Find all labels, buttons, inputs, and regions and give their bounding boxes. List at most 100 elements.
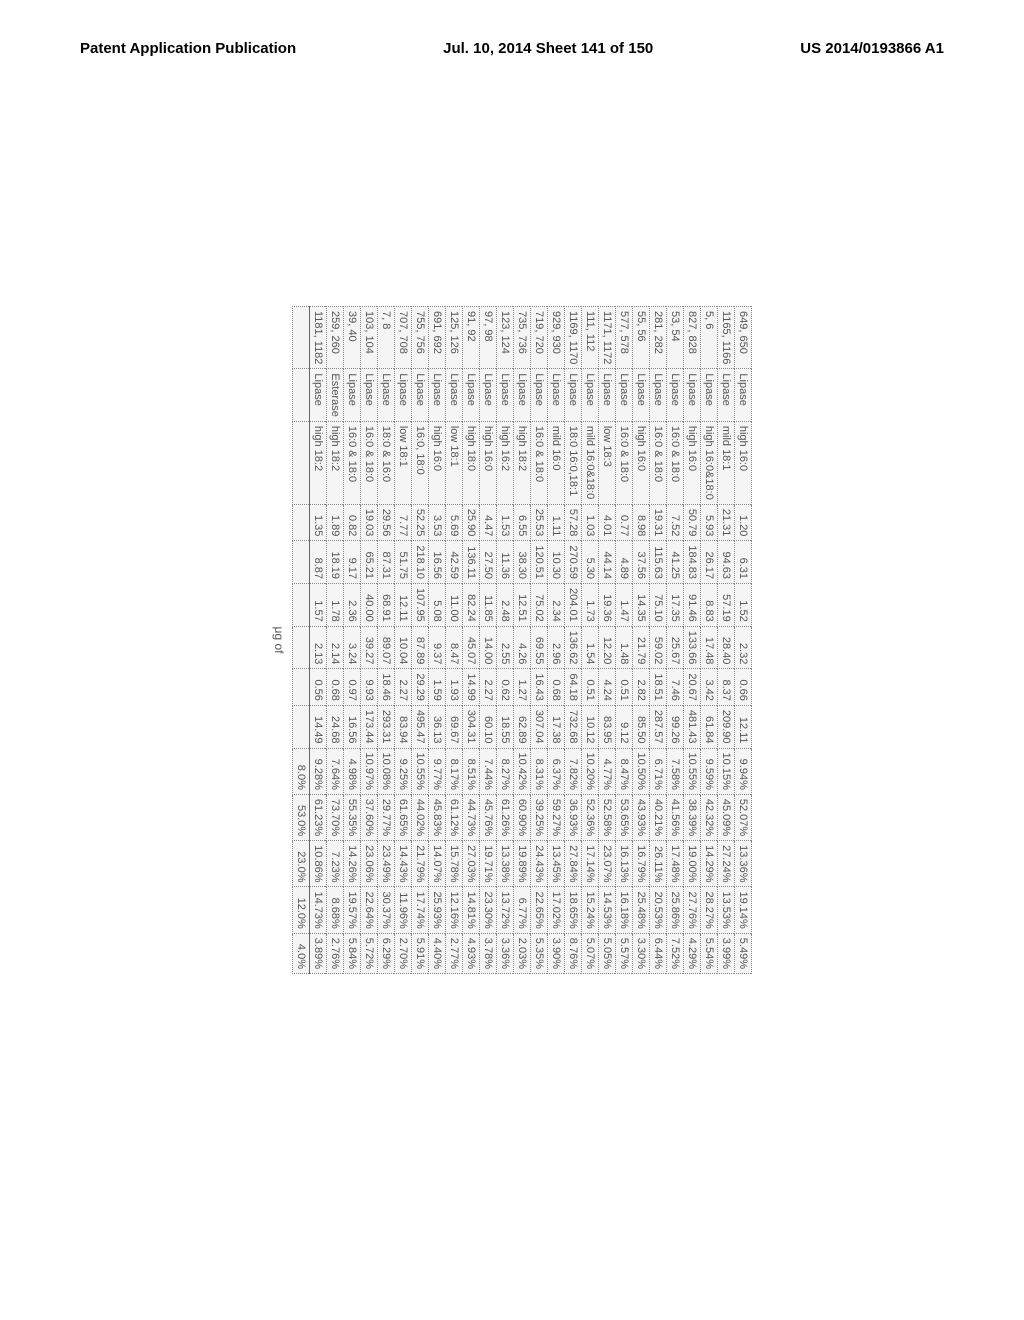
table-cell: 87.89 [412, 626, 429, 669]
table-cell: 3.99% [718, 933, 735, 973]
table-cell: 5.08 [429, 584, 446, 627]
table-header-cell: 1.52 [735, 584, 752, 627]
table-cell: 44.02% [412, 794, 429, 840]
table-cell: 53.65% [616, 794, 633, 840]
table-footer-cell [293, 369, 310, 421]
table-cell: 61.65% [395, 794, 412, 840]
table-cell: 25.53 [531, 504, 548, 541]
table-cell: 16:0, 18:0 [412, 421, 429, 504]
table-cell: 6.77% [514, 887, 531, 933]
table-cell: 38.39% [684, 794, 701, 840]
table-cell: 3.89% [310, 933, 327, 973]
table-caption: μg of [272, 306, 286, 974]
table-cell: 25.67 [667, 626, 684, 669]
table-cell: 17.35 [667, 584, 684, 627]
table-cell: 10.15% [718, 748, 735, 794]
table-cell: 15.78% [446, 841, 463, 887]
table-cell: Lipase [497, 369, 514, 421]
table-cell: 42.59 [446, 541, 463, 584]
table-cell: 184.83 [684, 541, 701, 584]
table-cell: 64.18 [565, 669, 582, 706]
header-right: US 2014/0193866 A1 [800, 40, 944, 57]
table-cell: 2.14 [327, 626, 344, 669]
table-cell: 83.95 [599, 705, 616, 748]
table-cell: 75.02 [531, 584, 548, 627]
table-cell: 4.98% [344, 748, 361, 794]
table-cell: high 16:0 [633, 421, 650, 504]
table-row: 929, 930Lipasemild 16:01.1110.302.342.96… [548, 307, 565, 974]
table-cell: 75.10 [650, 584, 667, 627]
table-cell: 17.14% [582, 841, 599, 887]
table-header-cell: 1.20 [735, 504, 752, 541]
table-cell: 60.10 [480, 705, 497, 748]
table-cell: Lipase [429, 369, 446, 421]
table-footer-cell [293, 421, 310, 504]
table-header-cell: 649, 650 [735, 307, 752, 369]
table-row: 91, 92Lipasehigh 18:025.90136.1182.2445.… [463, 307, 480, 974]
table-cell: 15.24% [582, 887, 599, 933]
table-cell: Esterase [327, 369, 344, 421]
table-cell: high 18:2 [310, 421, 327, 504]
table-cell: 8.47 [446, 626, 463, 669]
table-row: 755, 756Lipase16:0, 18:052.25218.10107.9… [412, 307, 429, 974]
table-cell: 17.74% [412, 887, 429, 933]
table-header-cell: 19.14% [735, 887, 752, 933]
table-cell: 1169, 1170 [565, 307, 582, 369]
table-row: 827, 828Lipasehigh 16:050.79184.8391.461… [684, 307, 701, 974]
table-cell: 94.63 [718, 541, 735, 584]
table-body: 1165, 1166Lipasemild 18:121.3194.6357.19… [310, 307, 735, 974]
table-cell: 21.79% [412, 841, 429, 887]
table-cell: 30.37% [378, 887, 395, 933]
table-cell: 17.38 [548, 705, 565, 748]
table-cell: 60.90% [514, 794, 531, 840]
table-cell: high 16:0 [684, 421, 701, 504]
table-cell: 4.29% [684, 933, 701, 973]
table-cell: 14.07% [429, 841, 446, 887]
table-cell: low 18:3 [599, 421, 616, 504]
table-cell: 136.62 [565, 626, 582, 669]
table-cell: 16.56 [344, 705, 361, 748]
table-cell: 10.50% [633, 748, 650, 794]
table-cell: 17.48 [701, 626, 718, 669]
table-cell: 1171, 1172 [599, 307, 616, 369]
table-cell: 14.00 [480, 626, 497, 669]
table-cell: 57.19 [718, 584, 735, 627]
table-cell: Lipase [650, 369, 667, 421]
table-cell: 6.71% [650, 748, 667, 794]
table-cell: 16.18% [616, 887, 633, 933]
table-cell: 735, 736 [514, 307, 531, 369]
table-cell: 5, 6 [701, 307, 718, 369]
header-center: Jul. 10, 2014 Sheet 141 of 150 [443, 40, 653, 57]
table-row: 735, 736Lipasehigh 18:26.5538.3012.514.2… [514, 307, 531, 974]
table-cell: 10.12 [582, 705, 599, 748]
table-cell: 6.29% [378, 933, 395, 973]
table-cell: 61.12% [446, 794, 463, 840]
table-cell: 12.11 [395, 584, 412, 627]
table-cell: Lipase [531, 369, 548, 421]
table-cell: 1.47 [616, 584, 633, 627]
table-cell: 3.30% [633, 933, 650, 973]
table-cell: 9.77% [429, 748, 446, 794]
table-cell: 281, 282 [650, 307, 667, 369]
table-cell: 13.38% [497, 841, 514, 887]
table-cell: Lipase [361, 369, 378, 421]
table-footer-cell: 8.0% [293, 748, 310, 794]
table-cell: 7.46 [667, 669, 684, 706]
table-cell: 65.21 [361, 541, 378, 584]
table-header-cell: 13.36% [735, 841, 752, 887]
table-cell: 12.16% [446, 887, 463, 933]
table-cell: 5.07% [582, 933, 599, 973]
table-cell: 19.00% [684, 841, 701, 887]
table-cell: 89.07 [378, 626, 395, 669]
table-cell: Lipase [310, 369, 327, 421]
table-cell: 16:0 & 18:0 [361, 421, 378, 504]
table-header-cell: high 16:0 [735, 421, 752, 504]
table-cell: 16:0 & 18:0 [531, 421, 548, 504]
table-cell: 707, 708 [395, 307, 412, 369]
table-cell: Lipase [446, 369, 463, 421]
table-cell: 50.79 [684, 504, 701, 541]
table-cell: 5.57% [616, 933, 633, 973]
table-cell: 16.43 [531, 669, 548, 706]
table-cell: 120.51 [531, 541, 548, 584]
table-cell: 22.64% [361, 887, 378, 933]
